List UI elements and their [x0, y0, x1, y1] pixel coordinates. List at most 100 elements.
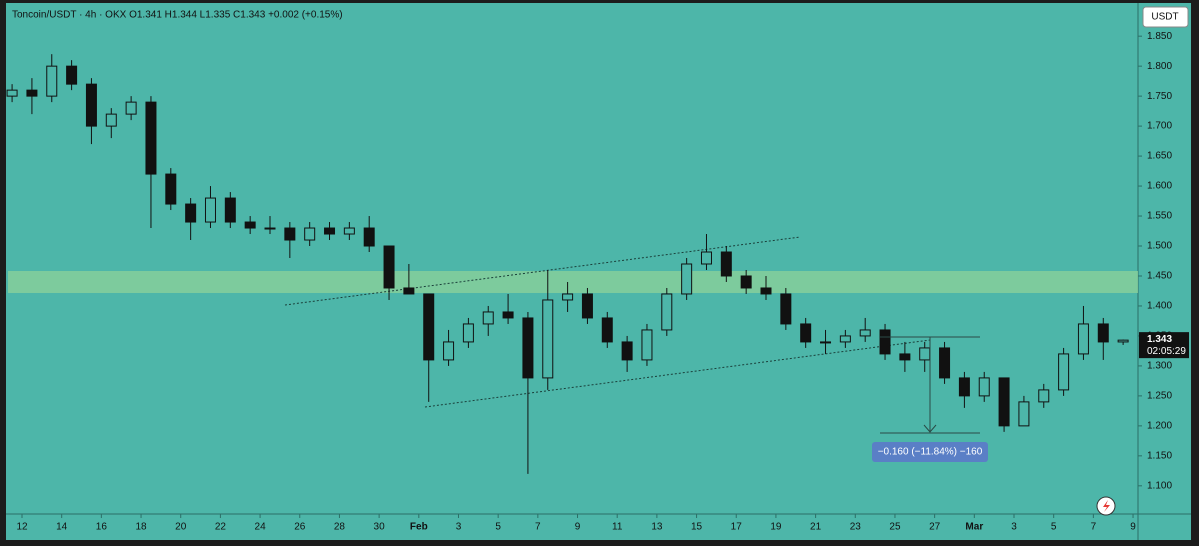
- candle-body: [661, 293, 673, 331]
- candle-body: [740, 275, 752, 289]
- channel-lower: [424, 339, 931, 408]
- candle-body: [125, 101, 137, 115]
- candle-body: [760, 287, 772, 295]
- candle-body: [800, 323, 812, 343]
- candle-body: [601, 317, 613, 343]
- symbol-header: Toncoin/USDT · 4h · OKX O1.341 H1.344 L1…: [12, 10, 343, 21]
- candle-body: [462, 323, 474, 343]
- candle-body: [145, 101, 157, 175]
- candle-body: [165, 173, 177, 205]
- x-tick-label: 19: [770, 522, 782, 533]
- x-tick-label: 30: [374, 522, 386, 533]
- candle-body: [423, 293, 435, 361]
- alert-icon-bolt[interactable]: [1103, 500, 1110, 512]
- currency-button[interactable]: [1142, 6, 1189, 28]
- candle-body: [224, 197, 236, 223]
- candle-body: [839, 335, 851, 343]
- candle-body: [998, 377, 1010, 427]
- last-price-tag: [1139, 332, 1189, 359]
- candle-body: [383, 245, 395, 289]
- candle-body: [899, 353, 911, 361]
- candle-body: [6, 89, 18, 97]
- channel-upper: [284, 236, 801, 306]
- candle-body: [700, 251, 712, 265]
- candle-body: [185, 203, 197, 223]
- candle-body: [363, 227, 375, 247]
- x-tick-label: Mar: [965, 522, 983, 533]
- x-tick-label: 26: [294, 522, 306, 533]
- x-tick-label: 24: [255, 522, 267, 533]
- x-tick-label: 28: [334, 522, 346, 533]
- x-tick-label: 14: [56, 522, 68, 533]
- x-tick-label: 13: [651, 522, 663, 533]
- candle-body: [264, 227, 276, 230]
- y-tick-label: 1.400: [1147, 301, 1172, 312]
- x-tick-label: 22: [215, 522, 227, 533]
- candles: [6, 54, 1129, 474]
- candle-body: [204, 197, 216, 223]
- candle-body: [542, 299, 554, 379]
- y-tick-label: 1.650: [1147, 151, 1172, 162]
- candle-body: [1038, 389, 1050, 403]
- candle-body: [522, 317, 534, 379]
- candle-body: [859, 329, 871, 337]
- candle-body: [820, 341, 832, 344]
- candle-body: [324, 227, 336, 235]
- candle-body: [26, 89, 38, 97]
- candle-body: [581, 293, 593, 319]
- candle-body: [304, 227, 316, 241]
- currency-label[interactable]: USDT: [1151, 12, 1178, 23]
- x-tick-label: 7: [535, 522, 541, 533]
- measure-box: [872, 442, 988, 462]
- x-tick-label: 25: [889, 522, 901, 533]
- candle-body: [403, 287, 415, 295]
- y-tick-label: 1.300: [1147, 361, 1172, 372]
- candle-body: [1077, 323, 1089, 355]
- y-tick-label: 1.700: [1147, 121, 1172, 132]
- candle-body: [343, 227, 355, 235]
- candle-body: [720, 251, 732, 277]
- x-tick-label: 18: [135, 522, 147, 533]
- x-tick-label: 9: [575, 522, 581, 533]
- x-tick-label: 12: [16, 522, 28, 533]
- candle-body: [482, 311, 494, 325]
- x-tick-label: 16: [96, 522, 108, 533]
- x-tick-label: Feb: [410, 522, 428, 533]
- candle-body: [978, 377, 990, 397]
- candle-body: [66, 65, 78, 85]
- candle-body: [46, 65, 58, 97]
- x-tick-label: 27: [929, 522, 941, 533]
- candle-body: [502, 311, 514, 319]
- y-tick-label: 1.800: [1147, 61, 1172, 72]
- candle-body: [244, 221, 256, 229]
- candle-body: [919, 347, 931, 361]
- x-tick-label: 5: [495, 522, 501, 533]
- measure-arrowhead: [923, 424, 937, 433]
- candle-body: [958, 377, 970, 397]
- x-tick-label: 5: [1051, 522, 1057, 533]
- candle-body: [641, 329, 653, 361]
- candle-body: [780, 293, 792, 325]
- candle-body: [681, 263, 693, 295]
- x-tick-label: 3: [456, 522, 462, 533]
- candle-body: [939, 347, 951, 379]
- y-tick-label: 1.100: [1147, 480, 1172, 491]
- last-price-label: 1.343: [1147, 334, 1172, 345]
- candle-body: [85, 83, 97, 127]
- y-tick-label: 1.600: [1147, 181, 1172, 192]
- candle-body: [621, 341, 633, 361]
- candle-body: [443, 341, 455, 361]
- x-tick-label: 11: [612, 522, 623, 533]
- countdown-label: 02:05:29: [1147, 346, 1186, 357]
- candle-body: [105, 113, 117, 127]
- measure-label: −0.160 (−11.84%) −160: [878, 447, 983, 458]
- y-tick-label: 1.250: [1147, 391, 1172, 402]
- y-tick-label: 1.750: [1147, 91, 1172, 102]
- y-tick-label: 1.150: [1147, 450, 1172, 461]
- candle-body: [562, 293, 574, 301]
- candle-body: [1018, 401, 1030, 427]
- candle-body: [1097, 323, 1109, 343]
- y-tick-label: 1.200: [1147, 421, 1172, 432]
- x-tick-label: 7: [1091, 522, 1097, 533]
